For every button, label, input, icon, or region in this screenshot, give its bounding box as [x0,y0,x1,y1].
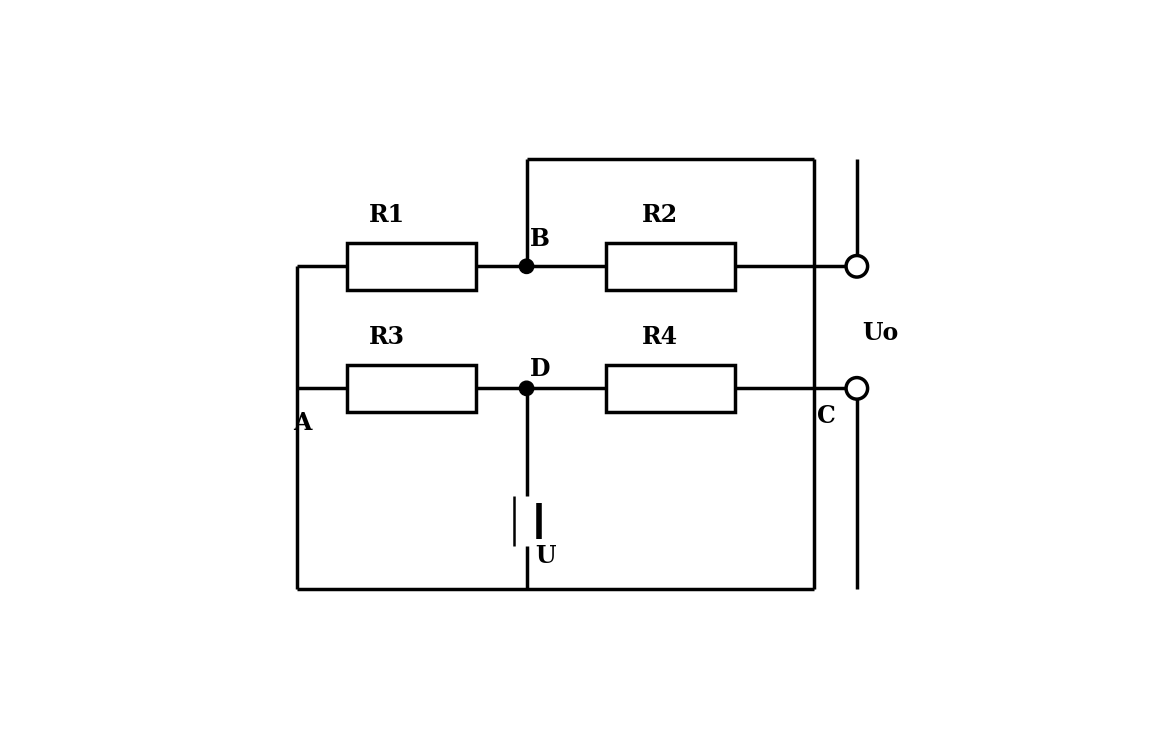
Circle shape [846,378,868,399]
Text: Uo: Uo [863,322,899,346]
Bar [347,243,477,289]
Text: R1: R1 [369,203,405,227]
Text: U: U [535,544,556,568]
Text: R3: R3 [369,325,404,349]
Circle shape [846,256,868,277]
Text: R2: R2 [641,203,677,227]
Text: R4: R4 [641,325,677,349]
Circle shape [520,381,534,396]
Text: D: D [530,358,550,381]
Bar [605,243,735,289]
Bar [347,365,477,411]
Text: C: C [818,404,836,428]
Bar [605,365,735,411]
Text: B: B [530,227,550,251]
Text: A: A [293,411,312,435]
Circle shape [520,259,534,274]
